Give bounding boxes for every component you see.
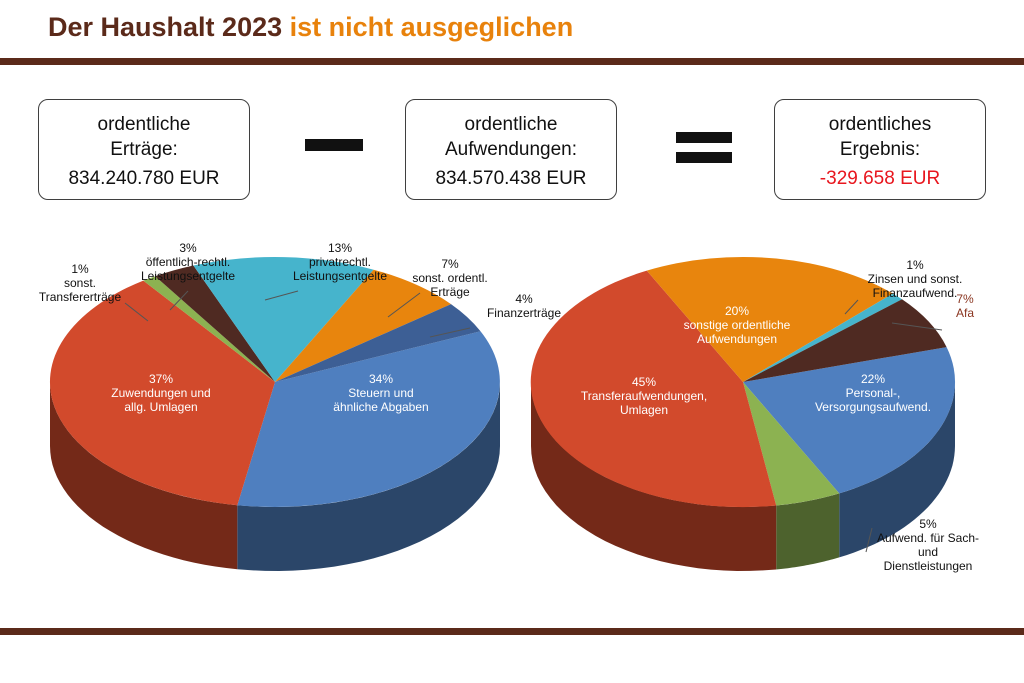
pie-2-label-5: 1% Zinsen und sonst. Finanzaufwend. — [868, 258, 963, 300]
pie-1-slice-3 — [143, 276, 275, 382]
title-main: Der Haushalt 2023 — [48, 12, 283, 42]
pie-2-side-3 — [531, 382, 777, 571]
pie-1-label-6: 7% sonst. ordentl. Erträge — [412, 257, 487, 299]
pie-chart-1: 34% Steuern und ähnliche Abgaben 37% Zuwendu… — [39, 241, 561, 571]
pie-2-slice-6 — [743, 299, 947, 382]
pie-2-leader-5 — [844, 299, 859, 315]
pie-1-leader-7 — [429, 327, 471, 338]
page-title: Der Haushalt 2023 ist nicht ausgeglichen — [48, 12, 573, 43]
pie-1-label-1: 34% Steuern und ähnliche Abgaben — [333, 372, 428, 414]
pie-2-label-6: 7% Afa — [956, 292, 974, 320]
ergebnis-value: -329.658 EUR — [819, 168, 941, 189]
ertraege-label: ordentliche Erträge: — [97, 114, 191, 160]
aufwendungen-label: ordentliche Aufwendungen: — [444, 114, 578, 160]
ertraege-value: 834.240.780 EUR — [68, 168, 220, 189]
title-accent: ist nicht ausgeglichen — [289, 12, 574, 42]
pie-1-leader-4 — [169, 290, 189, 311]
pie-1-slice-5 — [193, 257, 374, 382]
pie-2-side-2 — [776, 493, 840, 570]
pie-2-label-3: 45% Transferaufwendungen, Umlagen — [581, 375, 707, 417]
pie-2-label-4: 20% sonstige ordentliche Aufwendungen — [684, 304, 791, 346]
pie-1-leader-3 — [124, 302, 149, 322]
pie-1-slice-1 — [237, 331, 500, 507]
equals-sign-bottom — [676, 152, 732, 163]
pie-2-side-1 — [839, 382, 955, 558]
pie-1-label-4: 3% öffentlich-rechtl. Leistungsentgelte — [141, 241, 235, 283]
pie-1-leader-5 — [264, 290, 299, 301]
pie-2-label-1: 22% Personal-, Versorgungsaufwend. — [815, 372, 931, 414]
pie-1-label-7: 4% Finanzerträge — [487, 292, 561, 320]
pie-2-slice-3 — [530, 270, 777, 508]
pie-1-slice-7 — [275, 304, 481, 382]
minus-sign — [305, 139, 363, 151]
pie-chart-2: 22% Personal-, Versorgungsaufwend. 5% Aufwen… — [530, 256, 979, 573]
pie-2-slice-4 — [646, 256, 893, 382]
pie-1-slice-2 — [49, 280, 275, 506]
equals-sign-top — [676, 132, 732, 143]
pie-2-slice-5 — [743, 293, 902, 382]
top-rule — [0, 58, 1024, 65]
pie-2-leader-6 — [891, 322, 943, 331]
pie-2-label-2: 5% Aufwend. für Sach-und Dienstleistungen — [877, 517, 979, 573]
pie-1-side-2 — [50, 382, 238, 570]
ertraege-box: ordentliche Erträge: 834.240.780 EUR — [38, 99, 250, 200]
pie-1-slice-6 — [275, 269, 451, 382]
pie-2-slice-1 — [743, 347, 956, 494]
aufwendungen-value: 834.570.438 EUR — [435, 168, 587, 189]
pie-1-label-5: 13% privatrechtl. Leistungsentgelte — [293, 241, 387, 283]
aufwendungen-box: ordentliche Aufwendungen: 834.570.438 EUR — [405, 99, 617, 200]
ergebnis-box: ordentliches Ergebnis: -329.658 EUR — [774, 99, 986, 200]
pie-2-leader-2 — [865, 527, 873, 553]
pie-1-leader-6 — [387, 292, 421, 318]
pie-1-label-2: 37% Zuwendungen und allg. Umlagen — [111, 372, 210, 414]
ergebnis-label: ordentliches Ergebnis: — [828, 114, 932, 160]
pie-1-label-3: 1% sonst. Transfererträge — [39, 262, 122, 304]
bottom-rule — [0, 628, 1024, 635]
pie-2-slice-2 — [743, 382, 840, 506]
pie-1-side-1 — [237, 382, 501, 571]
